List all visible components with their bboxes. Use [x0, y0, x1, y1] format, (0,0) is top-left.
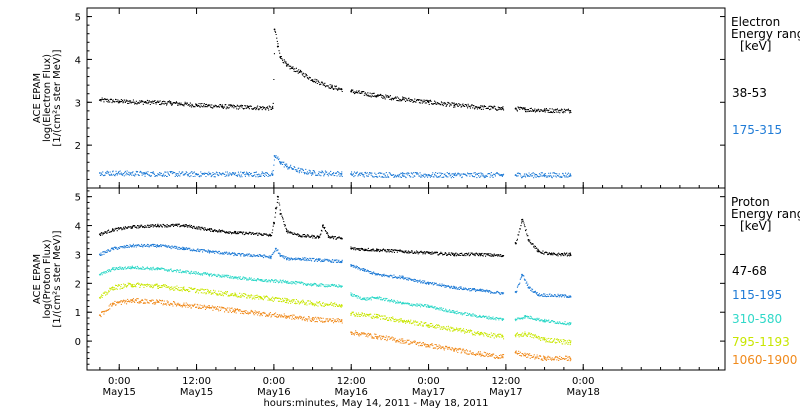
- proton-panel-frame: [86, 187, 726, 371]
- series-trace-proton-1060-1900: [99, 298, 572, 362]
- xtick-date-label: May15: [180, 387, 213, 398]
- legend-entry-115-195: 115-195: [732, 288, 782, 302]
- x-axis-label: hours:minutes, May 14, 2011 - May 18, 20…: [263, 398, 488, 409]
- series-trace-proton-795-1193: [99, 282, 572, 346]
- electron-ytick-label: 3: [75, 98, 81, 109]
- series-trace-proton-47-68: [99, 196, 572, 258]
- legend-entry-47-68: 47-68: [732, 264, 767, 278]
- xtick-time-label: 12:00: [491, 376, 520, 387]
- data-point-electron-38-53: [524, 108, 527, 111]
- data-point-proton-795-1193: [514, 334, 517, 337]
- xtick-time-label: 12:00: [182, 376, 211, 387]
- series-trace-proton-115-195: [99, 243, 572, 298]
- data-point-electron-38-53: [427, 101, 430, 104]
- electron-ylabel-line: ACE EPAM: [32, 73, 43, 123]
- proton-ylabel-line: [1/(cm²s ster MeV)]: [52, 230, 63, 327]
- data-point-proton-795-1193: [131, 283, 134, 286]
- data-point-electron-175-315: [340, 172, 343, 175]
- xtick-date-label: May17: [489, 387, 522, 398]
- xtick-time-label: 12:00: [337, 376, 366, 387]
- data-point-proton-795-1193: [376, 315, 378, 318]
- data-point-electron-175-315: [401, 174, 404, 177]
- xtick-date-label: May15: [103, 387, 136, 398]
- data-point-proton-1060-1900: [376, 335, 378, 338]
- xtick-date-label: May18: [567, 387, 600, 398]
- legend-entry-795-1193: 795-1193: [732, 335, 790, 349]
- proton-ylabel-line: log(Proton Flux): [42, 239, 53, 318]
- electron-ytick-label: 5: [75, 13, 81, 24]
- series-trace-proton-310-580: [99, 265, 572, 326]
- electron-ylabel-line: [1/(cm²s ster MeV)]: [52, 49, 63, 146]
- electron-ytick-label: 4: [75, 55, 81, 66]
- data-point-proton-47-68: [569, 253, 572, 256]
- electron-ylabel-line: log(Electron Flux): [42, 54, 53, 142]
- xtick-time-label: 0:00: [263, 376, 285, 387]
- xtick-date-label: May16: [257, 387, 290, 398]
- electron-legend-title: Electron: [731, 15, 780, 29]
- legend-entry-1060-1900: 1060-1900: [732, 353, 797, 367]
- data-point-electron-38-53: [273, 28, 276, 31]
- proton-ytick-label: 4: [75, 222, 81, 233]
- electron-legend-unit: [keV]: [740, 39, 771, 53]
- xtick-time-label: 0:00: [108, 376, 130, 387]
- proton-ytick-label: 1: [75, 308, 81, 319]
- data-point-electron-38-53: [285, 64, 288, 67]
- data-point-electron-38-53: [453, 104, 456, 107]
- xtick-date-label: May17: [412, 387, 445, 398]
- xtick-time-label: 0:00: [417, 376, 439, 387]
- proton-ylabel-line: ACE EPAM: [32, 254, 43, 304]
- data-point-proton-795-1193: [156, 285, 159, 288]
- data-point-proton-1060-1900: [514, 351, 517, 354]
- proton-legend-subtitle: Energy ranges: [731, 207, 800, 221]
- proton-ytick-label: 0: [75, 337, 81, 348]
- electron-legend-subtitle: Energy ranges: [731, 27, 800, 41]
- proton-ytick-label: 3: [75, 250, 81, 261]
- legend-entry-38-53: 38-53: [732, 86, 767, 100]
- data-point-proton-115-195: [98, 253, 101, 256]
- legend-entry-175-315: 175-315: [732, 123, 782, 137]
- proton-legend-unit: [keV]: [740, 219, 771, 233]
- data-point-electron-175-315: [98, 172, 101, 174]
- data-point-proton-1060-1900: [569, 357, 572, 360]
- legend-entry-310-580: 310-580: [732, 312, 782, 326]
- proton-ytick-label: 2: [75, 279, 81, 290]
- proton-legend-title: Proton: [731, 195, 770, 209]
- series-trace-electron-175-315: [99, 155, 572, 179]
- data-point-proton-1060-1900: [234, 309, 237, 312]
- xtick-date-label: May16: [335, 387, 368, 398]
- proton-ytick-label: 5: [75, 193, 81, 204]
- data-point-proton-47-68: [98, 233, 101, 236]
- data-point-electron-175-315: [271, 173, 274, 176]
- electron-ytick-label: 2: [75, 141, 81, 152]
- data-point-proton-795-1193: [569, 341, 572, 344]
- series-trace-electron-38-53: [99, 30, 572, 114]
- xtick-time-label: 0:00: [572, 376, 594, 387]
